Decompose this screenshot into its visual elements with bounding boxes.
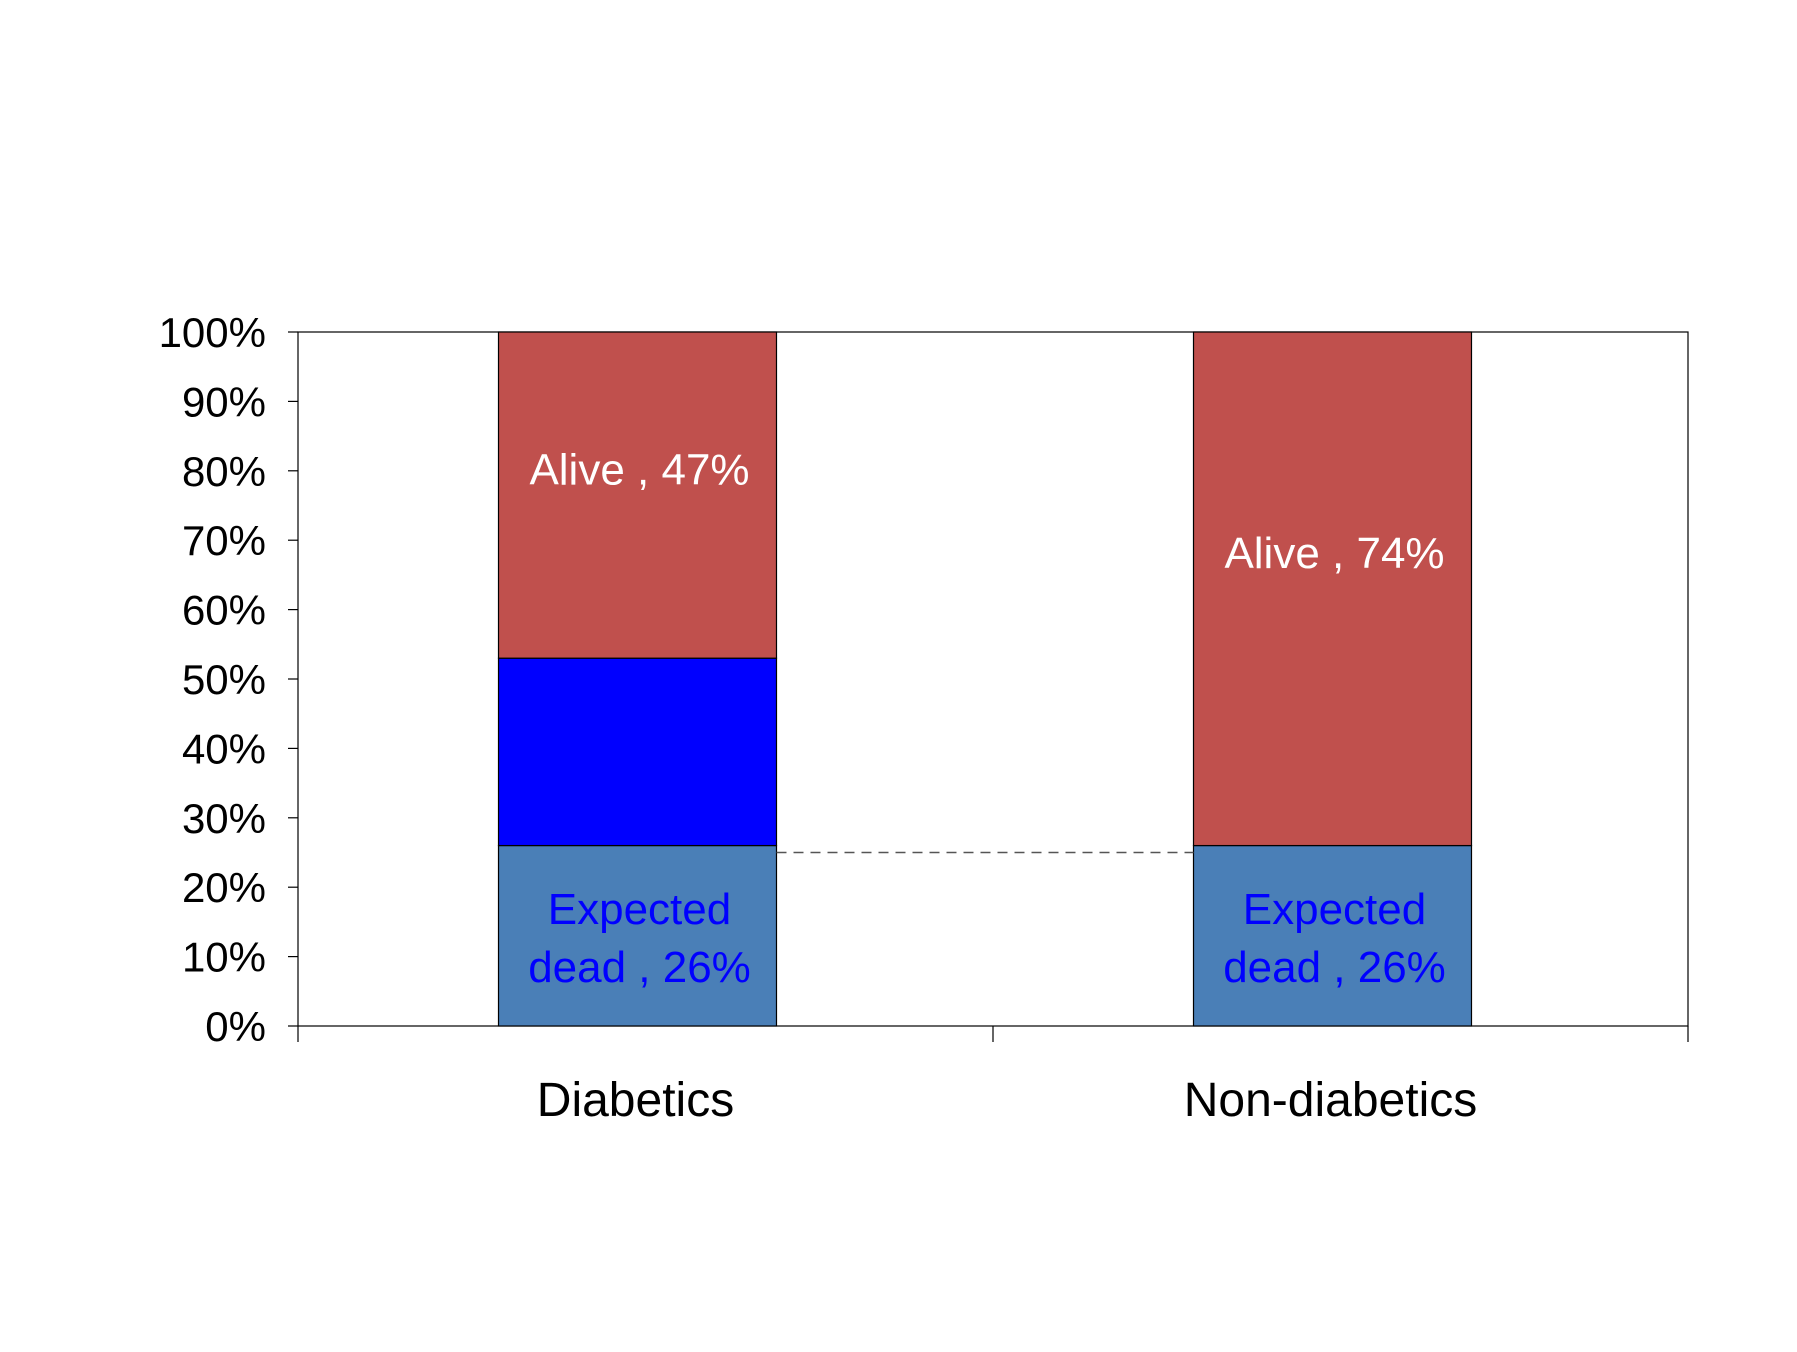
bar-segment (497, 657, 778, 847)
bar-segment (497, 844, 778, 1027)
data-label: Alive , 74% (1224, 529, 1444, 578)
data-label: dead , 26% (528, 943, 751, 992)
data-label: dead , 26% (1223, 943, 1446, 992)
bar-segment (1192, 844, 1473, 1027)
y-tick-label: 80% (182, 448, 266, 495)
bar-segment (497, 331, 778, 659)
y-tick-label: 90% (182, 378, 266, 425)
data-label: Alive , 47% (529, 445, 749, 494)
data-label: Expected (1243, 885, 1426, 934)
bar-segment (1192, 331, 1473, 847)
y-tick-label: 40% (182, 725, 266, 772)
y-tick-label: 30% (182, 795, 266, 842)
y-tick-label: 70% (182, 517, 266, 564)
y-tick-label: 10% (182, 934, 266, 981)
y-tick-label: 50% (182, 656, 266, 703)
y-tick-label: 100% (159, 309, 266, 356)
data-label: Expected (548, 885, 731, 934)
y-tick-label: 0% (205, 1003, 266, 1050)
y-tick-label: 60% (182, 587, 266, 634)
x-category-label: Diabetics (537, 1074, 734, 1127)
x-category-label: Non-diabetics (1184, 1074, 1477, 1127)
y-tick-label: 20% (182, 864, 266, 911)
